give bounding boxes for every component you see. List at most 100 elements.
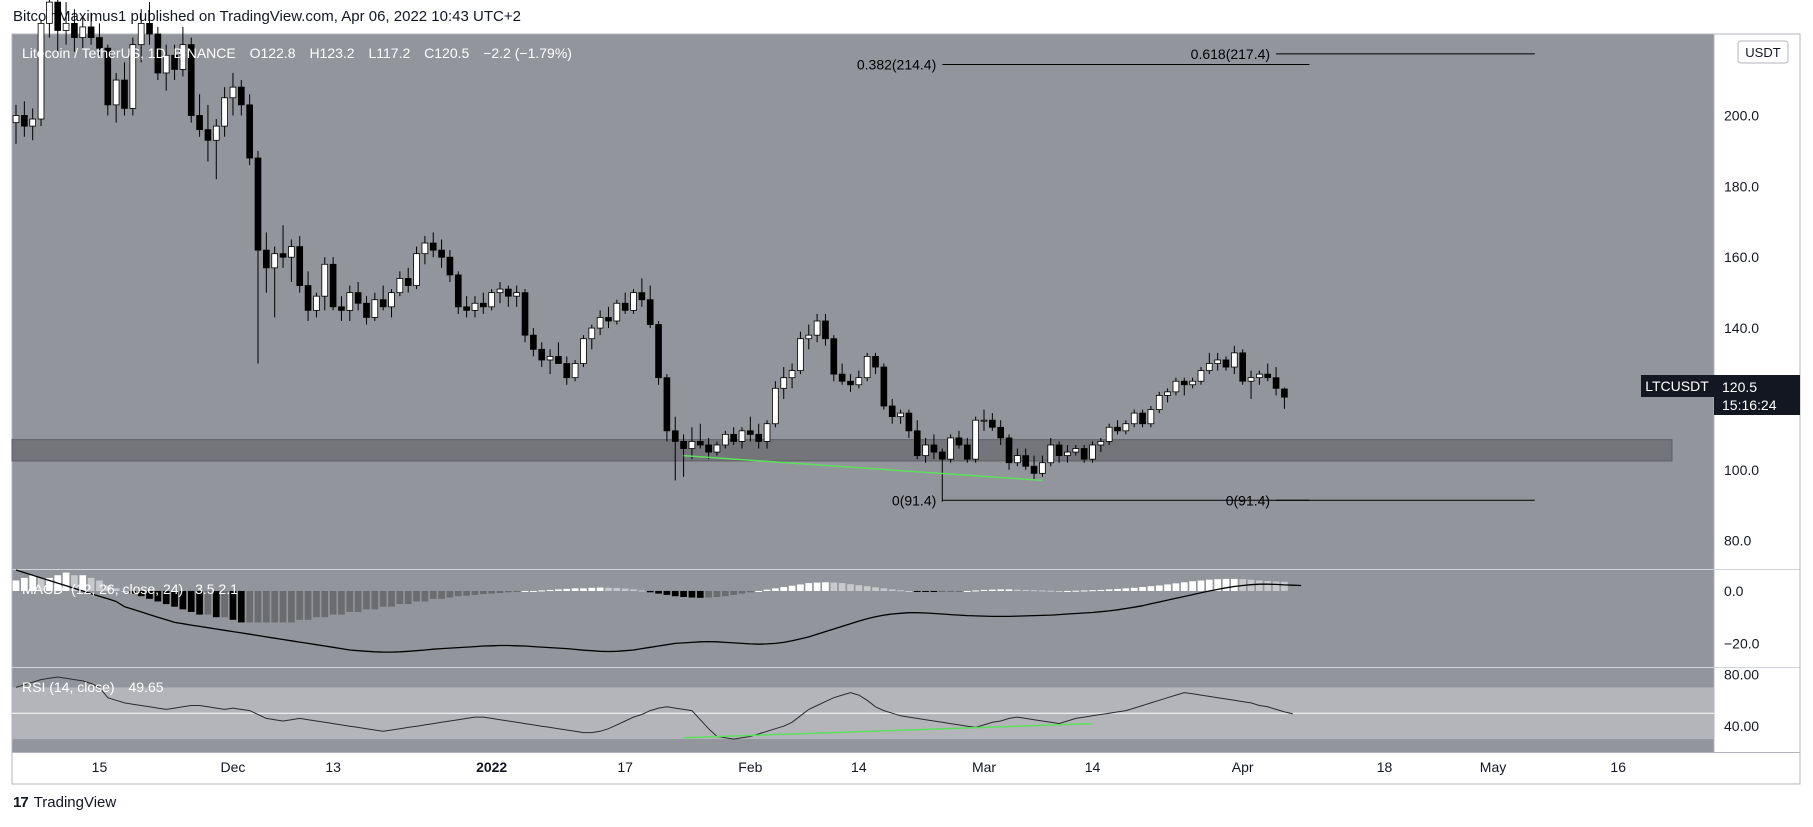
macd-pane[interactable] <box>12 570 1714 667</box>
candle-body <box>1022 455 1030 467</box>
candle-body <box>71 22 78 38</box>
candle-body <box>1064 451 1071 457</box>
candle <box>571 359 579 382</box>
candle-body <box>855 377 863 386</box>
candle-body <box>680 441 687 449</box>
price-pane[interactable] <box>12 34 1714 569</box>
macd-histogram-bar <box>922 590 929 592</box>
candle-body <box>822 320 829 340</box>
candle <box>229 72 237 116</box>
candle-body <box>1147 409 1155 425</box>
rsi-series <box>12 676 1714 740</box>
tradingview-logo-icon: 17 <box>13 794 29 811</box>
candle <box>1114 420 1121 435</box>
footer-brand: TradingView <box>33 794 117 811</box>
macd-histogram-bar <box>797 584 804 591</box>
candle-body <box>797 338 804 371</box>
candle-body <box>888 405 896 418</box>
candle <box>271 246 279 318</box>
candle-body <box>229 86 237 99</box>
candle-body <box>1047 444 1055 464</box>
candle-body <box>1180 380 1188 386</box>
macd-histogram-bar <box>37 577 45 591</box>
candle <box>79 16 87 49</box>
candle-body <box>1155 394 1163 410</box>
candle-body <box>655 324 662 379</box>
macd-histogram-bar <box>1205 579 1213 591</box>
candle <box>713 441 721 456</box>
candle-body <box>1122 423 1130 432</box>
candle-body <box>1164 391 1171 396</box>
macd-histogram-bar <box>1055 590 1063 592</box>
macd-histogram-bar <box>279 590 287 623</box>
candle <box>471 296 479 318</box>
macd-histogram-bar <box>813 582 821 591</box>
macd-histogram-bar <box>571 588 579 591</box>
macd-histogram-bar <box>1122 588 1130 591</box>
candle-body <box>663 377 671 432</box>
candle-body <box>913 430 921 457</box>
candle <box>288 239 295 283</box>
candle-body <box>29 118 37 127</box>
candle-body <box>772 387 779 425</box>
macd-histogram-bar <box>688 590 696 598</box>
candle-body <box>730 433 737 442</box>
candle <box>254 150 262 364</box>
candle <box>596 310 604 336</box>
macd-histogram-bar <box>955 590 963 592</box>
candle <box>488 289 495 311</box>
rsi-line <box>15 676 1293 740</box>
candle-body <box>605 317 612 322</box>
candle-body <box>271 253 279 269</box>
candle-body <box>96 37 103 49</box>
x-tick-label: 16 <box>1610 759 1626 775</box>
candle-body <box>747 430 754 435</box>
macd-histogram-bar <box>129 590 137 594</box>
macd-histogram-bar <box>671 590 679 597</box>
candle <box>671 416 679 481</box>
price-tag-price: 120.5 <box>1722 379 1757 395</box>
candle <box>1089 441 1096 463</box>
candle-body <box>112 79 120 106</box>
candle <box>1039 455 1046 477</box>
candle <box>505 285 512 307</box>
candle <box>638 278 646 307</box>
macd-histogram-bar <box>1130 587 1138 591</box>
candle-body <box>780 377 788 389</box>
macd-histogram-bar <box>563 588 571 591</box>
candle-body <box>129 44 137 109</box>
candle <box>446 250 454 283</box>
candle-body <box>1014 455 1021 464</box>
candle <box>513 285 521 307</box>
candle <box>496 282 504 304</box>
rsi-legend-name: RSI (14, close) <box>22 679 115 695</box>
macd-histogram-bar <box>321 590 329 618</box>
candle-body <box>146 22 153 35</box>
candle <box>830 335 838 382</box>
candle-body <box>905 412 913 432</box>
candle <box>605 306 612 329</box>
candle-body <box>496 288 504 294</box>
currency-badge-box[interactable] <box>1737 40 1789 64</box>
candle-body <box>530 334 537 350</box>
macd-histogram-bar <box>1222 578 1230 591</box>
macd-histogram-bar <box>1030 590 1038 592</box>
macd-histogram-bar <box>805 583 813 591</box>
candle <box>454 271 462 314</box>
candle <box>96 23 103 56</box>
candle <box>237 80 245 116</box>
macd-histogram-bar <box>705 590 712 598</box>
macd-histogram-bar <box>254 590 262 623</box>
rsi-tick-label: 40.00 <box>1724 718 1759 734</box>
candle <box>1139 409 1146 428</box>
candle-body <box>763 423 771 442</box>
candle-body <box>121 79 128 109</box>
candle-body <box>12 115 20 123</box>
candle <box>29 108 37 141</box>
macd-histogram-bar <box>947 590 954 592</box>
candle <box>721 430 729 449</box>
candle-body <box>630 292 637 311</box>
candle <box>1189 377 1196 389</box>
macd-histogram-bar <box>913 590 921 592</box>
